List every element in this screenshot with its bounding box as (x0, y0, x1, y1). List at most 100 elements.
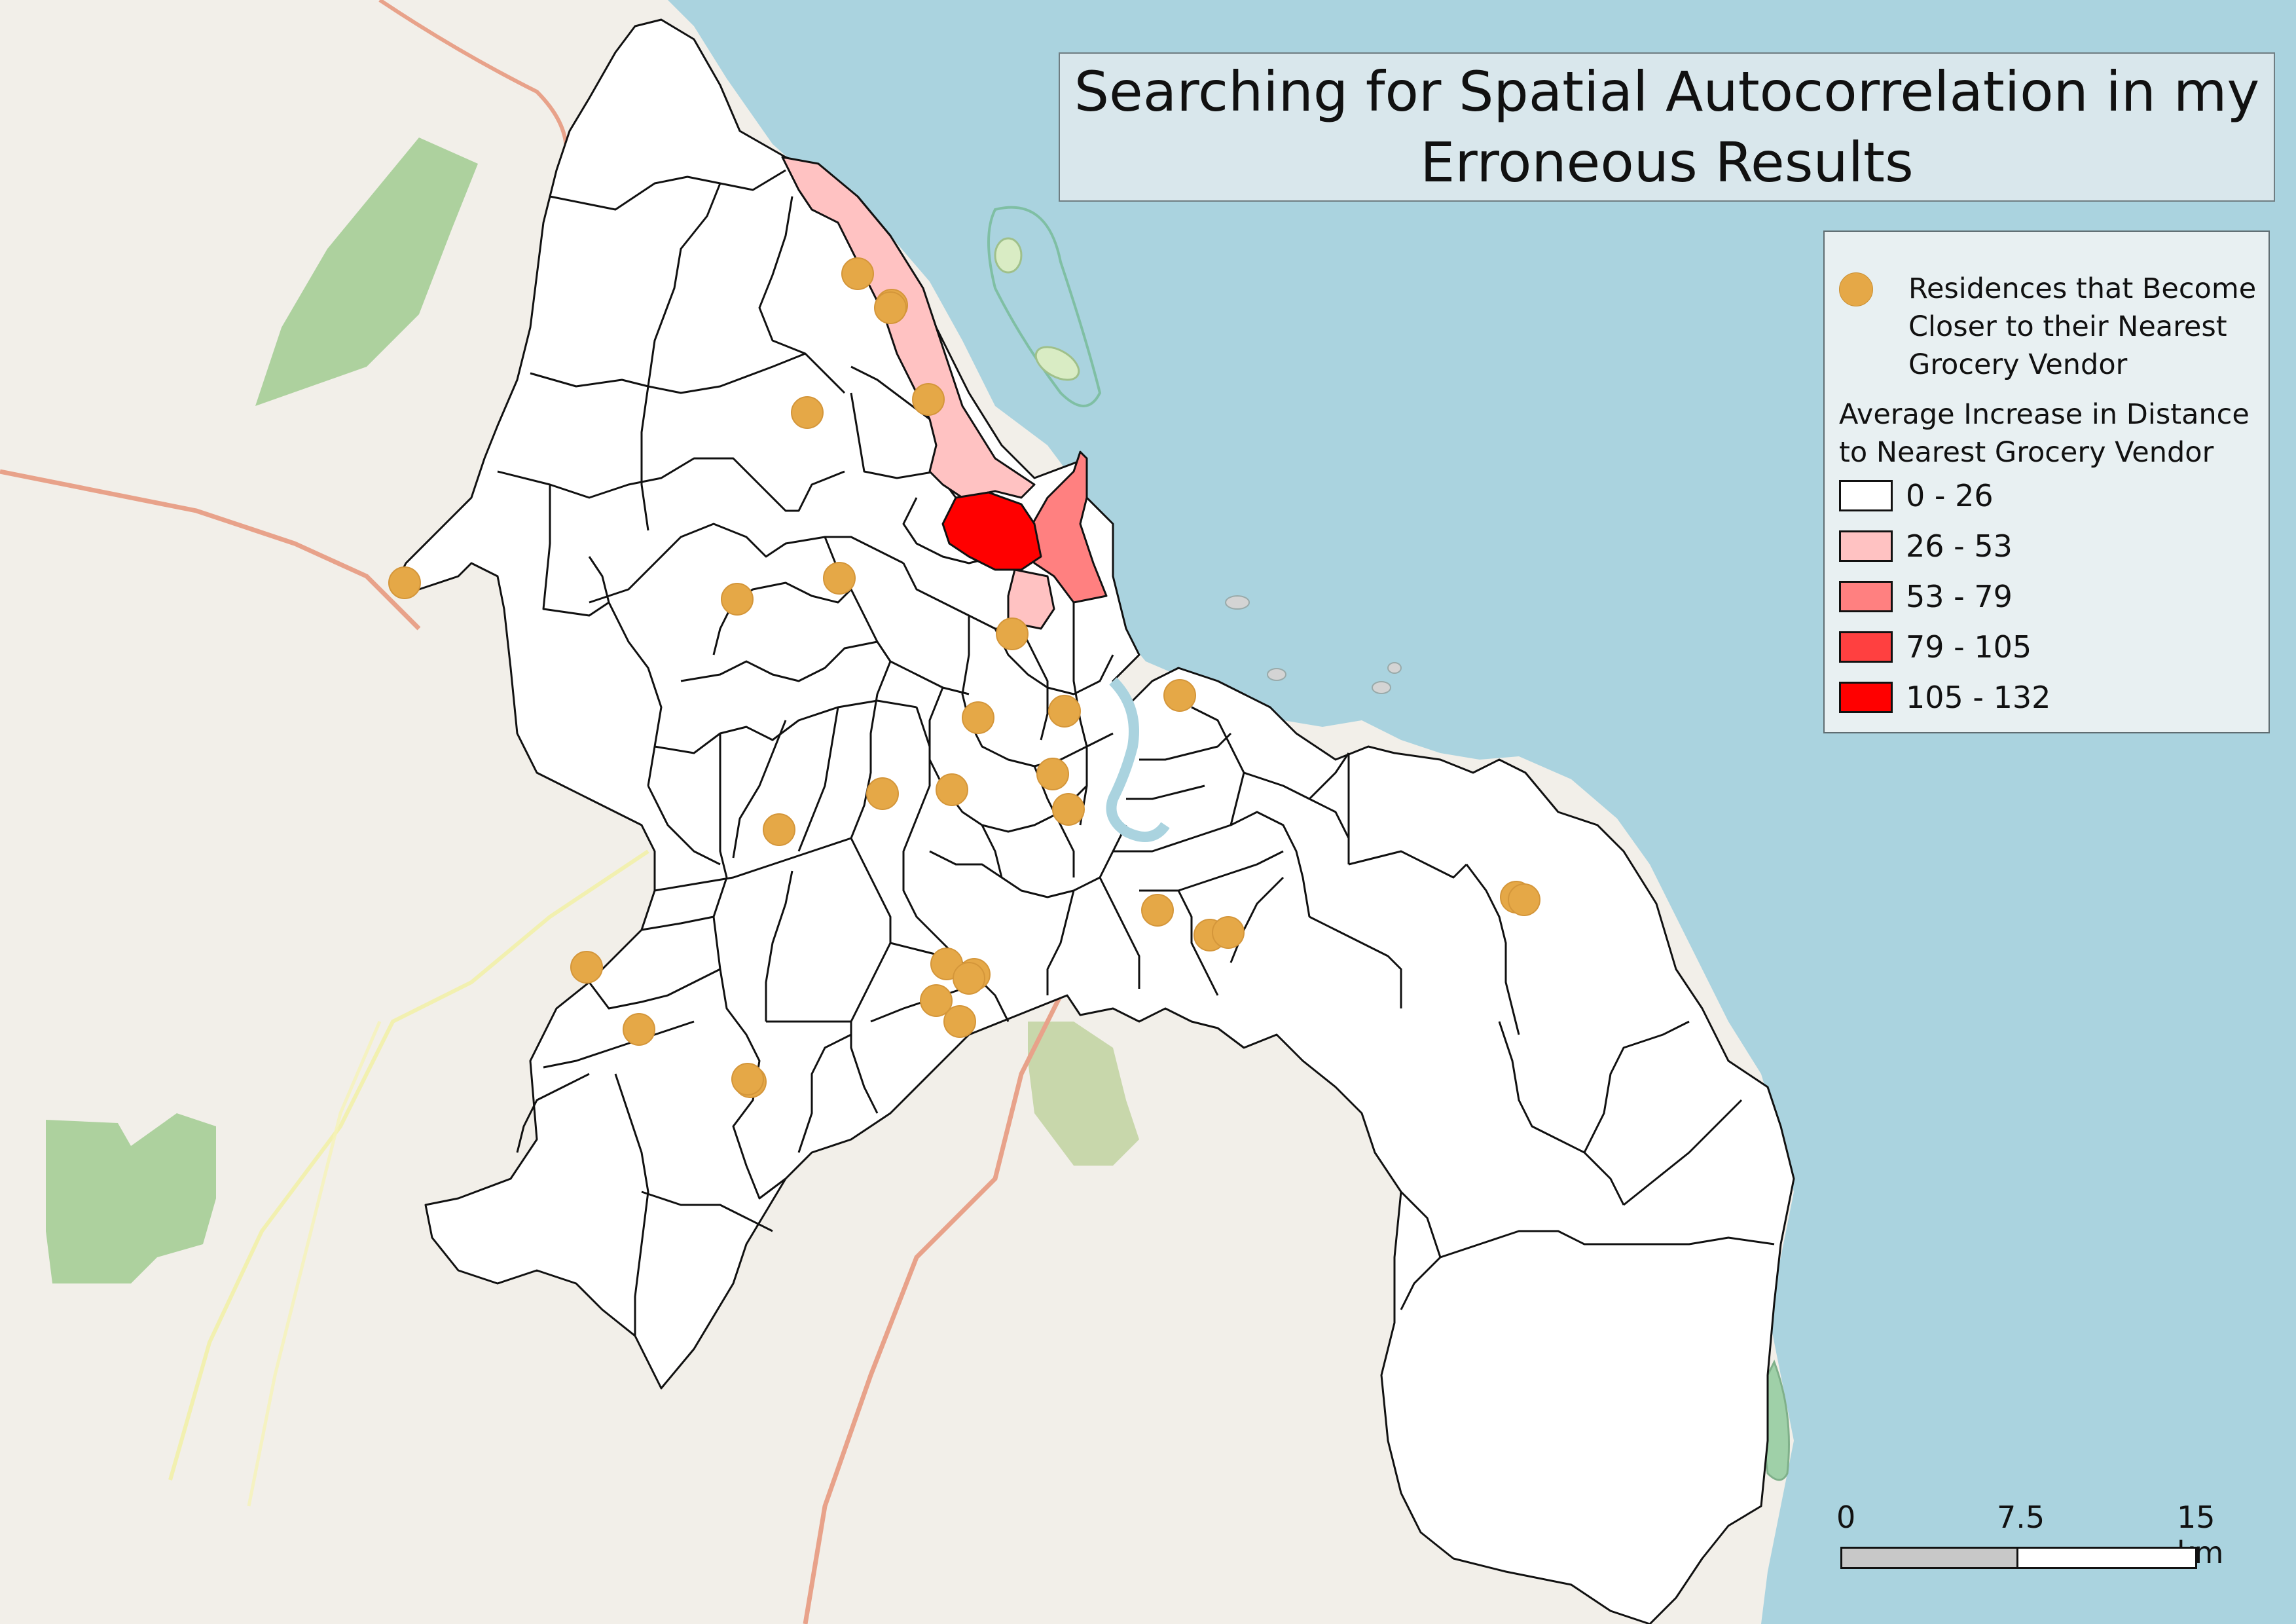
boundary (608, 602, 663, 786)
boundary (1177, 890, 1219, 996)
residence-point (1163, 679, 1196, 712)
boundary (1583, 1020, 1690, 1153)
classified-districts (781, 156, 1108, 630)
forest-south (1028, 1022, 1139, 1166)
residence-point-symbol (1839, 272, 1873, 306)
boundary (542, 485, 610, 617)
boundary (929, 850, 1002, 879)
boundary (712, 581, 852, 655)
boundary (516, 1073, 590, 1153)
boundary (549, 169, 786, 211)
map-title: Searching for Spatial Autocorrelation in… (1074, 60, 2260, 194)
study-area (392, 18, 1795, 1624)
district-class-105-132 (941, 491, 1042, 571)
residence-points (388, 257, 1540, 1098)
road-west (0, 469, 421, 631)
boundary (614, 1073, 649, 1336)
boundary (647, 183, 721, 387)
residence-point (1048, 695, 1081, 728)
residence-point (962, 701, 994, 734)
boundary (680, 640, 878, 682)
legend-points-label: Residences that Become Closer to their N… (1908, 272, 2257, 381)
marine-reserve-outline (987, 206, 1102, 407)
residence-point (570, 951, 603, 984)
legend-class-2: 26 - 53 (1839, 528, 2013, 564)
boundary (1308, 752, 1350, 800)
boundary (961, 616, 1114, 767)
residence-point (763, 813, 795, 846)
legend-class-label: 26 - 53 (1906, 528, 2013, 564)
residence-point (874, 291, 907, 324)
legend-class-label: 79 - 105 (1906, 629, 2032, 665)
boundary (1309, 915, 1402, 1008)
boundary (497, 457, 845, 512)
forest-ruvu (255, 138, 478, 406)
islet-4 (1387, 662, 1402, 674)
residence-point (936, 773, 968, 806)
islet-3 (1372, 681, 1391, 694)
residence-point (1212, 916, 1245, 949)
boundary (1191, 706, 1245, 826)
road-south (803, 994, 1063, 1624)
residence-point (1036, 758, 1069, 790)
residence-point (791, 396, 824, 429)
boundary (1139, 850, 1284, 892)
residence-point (1141, 894, 1174, 927)
district-class-26-53-small (1007, 568, 1055, 630)
boundary (732, 720, 787, 858)
boundary (654, 699, 917, 754)
boundary (1139, 732, 1232, 761)
scale-bar: 0 7.5 15 km (1836, 1500, 2223, 1578)
boundary (589, 523, 904, 604)
island-mbudya (1034, 346, 1080, 381)
residence-point (1508, 883, 1540, 916)
boundary (641, 1190, 773, 1232)
road-secondary (168, 849, 649, 1481)
legend-swatch (1839, 530, 1893, 562)
boundary (588, 968, 721, 1010)
legend-swatch (1839, 682, 1893, 713)
residence-point (953, 962, 985, 995)
boundary (1623, 1099, 1743, 1206)
boundary (928, 687, 1088, 833)
boundary (1099, 877, 1140, 989)
residence-point (996, 618, 1029, 650)
boundary (1440, 1230, 1775, 1259)
boundary (1348, 850, 1468, 879)
boundary (1230, 876, 1285, 963)
legend-class-5: 105 - 132 (1839, 679, 2050, 716)
legend-class-4: 79 - 105 (1839, 629, 2032, 665)
residence-point (841, 257, 874, 290)
residence-point (912, 383, 945, 416)
district-class-26-53 (781, 156, 1036, 499)
boundary (543, 1020, 695, 1069)
residence-point (1052, 793, 1085, 826)
scale-segment-1 (1840, 1547, 2018, 1569)
residence-point (866, 777, 899, 810)
boundary (647, 785, 721, 866)
harbour-inlet (1106, 677, 1170, 842)
boundary (1498, 1021, 1625, 1206)
boundary (765, 870, 793, 1022)
residence-point (388, 566, 421, 599)
boundary (1113, 811, 1311, 917)
legend-ramp-title: Average Increase in Distance to Nearest … (1839, 398, 2250, 469)
islet-2 (1267, 668, 1286, 681)
residence-point (920, 984, 953, 1017)
boundary (530, 352, 846, 394)
residence-point (731, 1063, 764, 1096)
legend-class-label: 0 - 26 (1906, 478, 1994, 513)
boundary (797, 1033, 852, 1153)
legend-swatch (1839, 480, 1893, 511)
boundary (1046, 890, 1075, 995)
legend-swatch (1839, 581, 1893, 612)
scale-tick-0: 0 (1836, 1500, 1856, 1535)
forest-southwest (46, 1113, 216, 1283)
legend-class-1: 0 - 26 (1839, 477, 1994, 514)
island-bongoyo (994, 237, 1023, 274)
islet-1 (1225, 595, 1250, 610)
legend-class-label: 53 - 79 (1906, 579, 2013, 614)
legend-class-label: 105 - 132 (1906, 680, 2051, 715)
residence-point (721, 583, 754, 616)
boundary (719, 733, 728, 878)
